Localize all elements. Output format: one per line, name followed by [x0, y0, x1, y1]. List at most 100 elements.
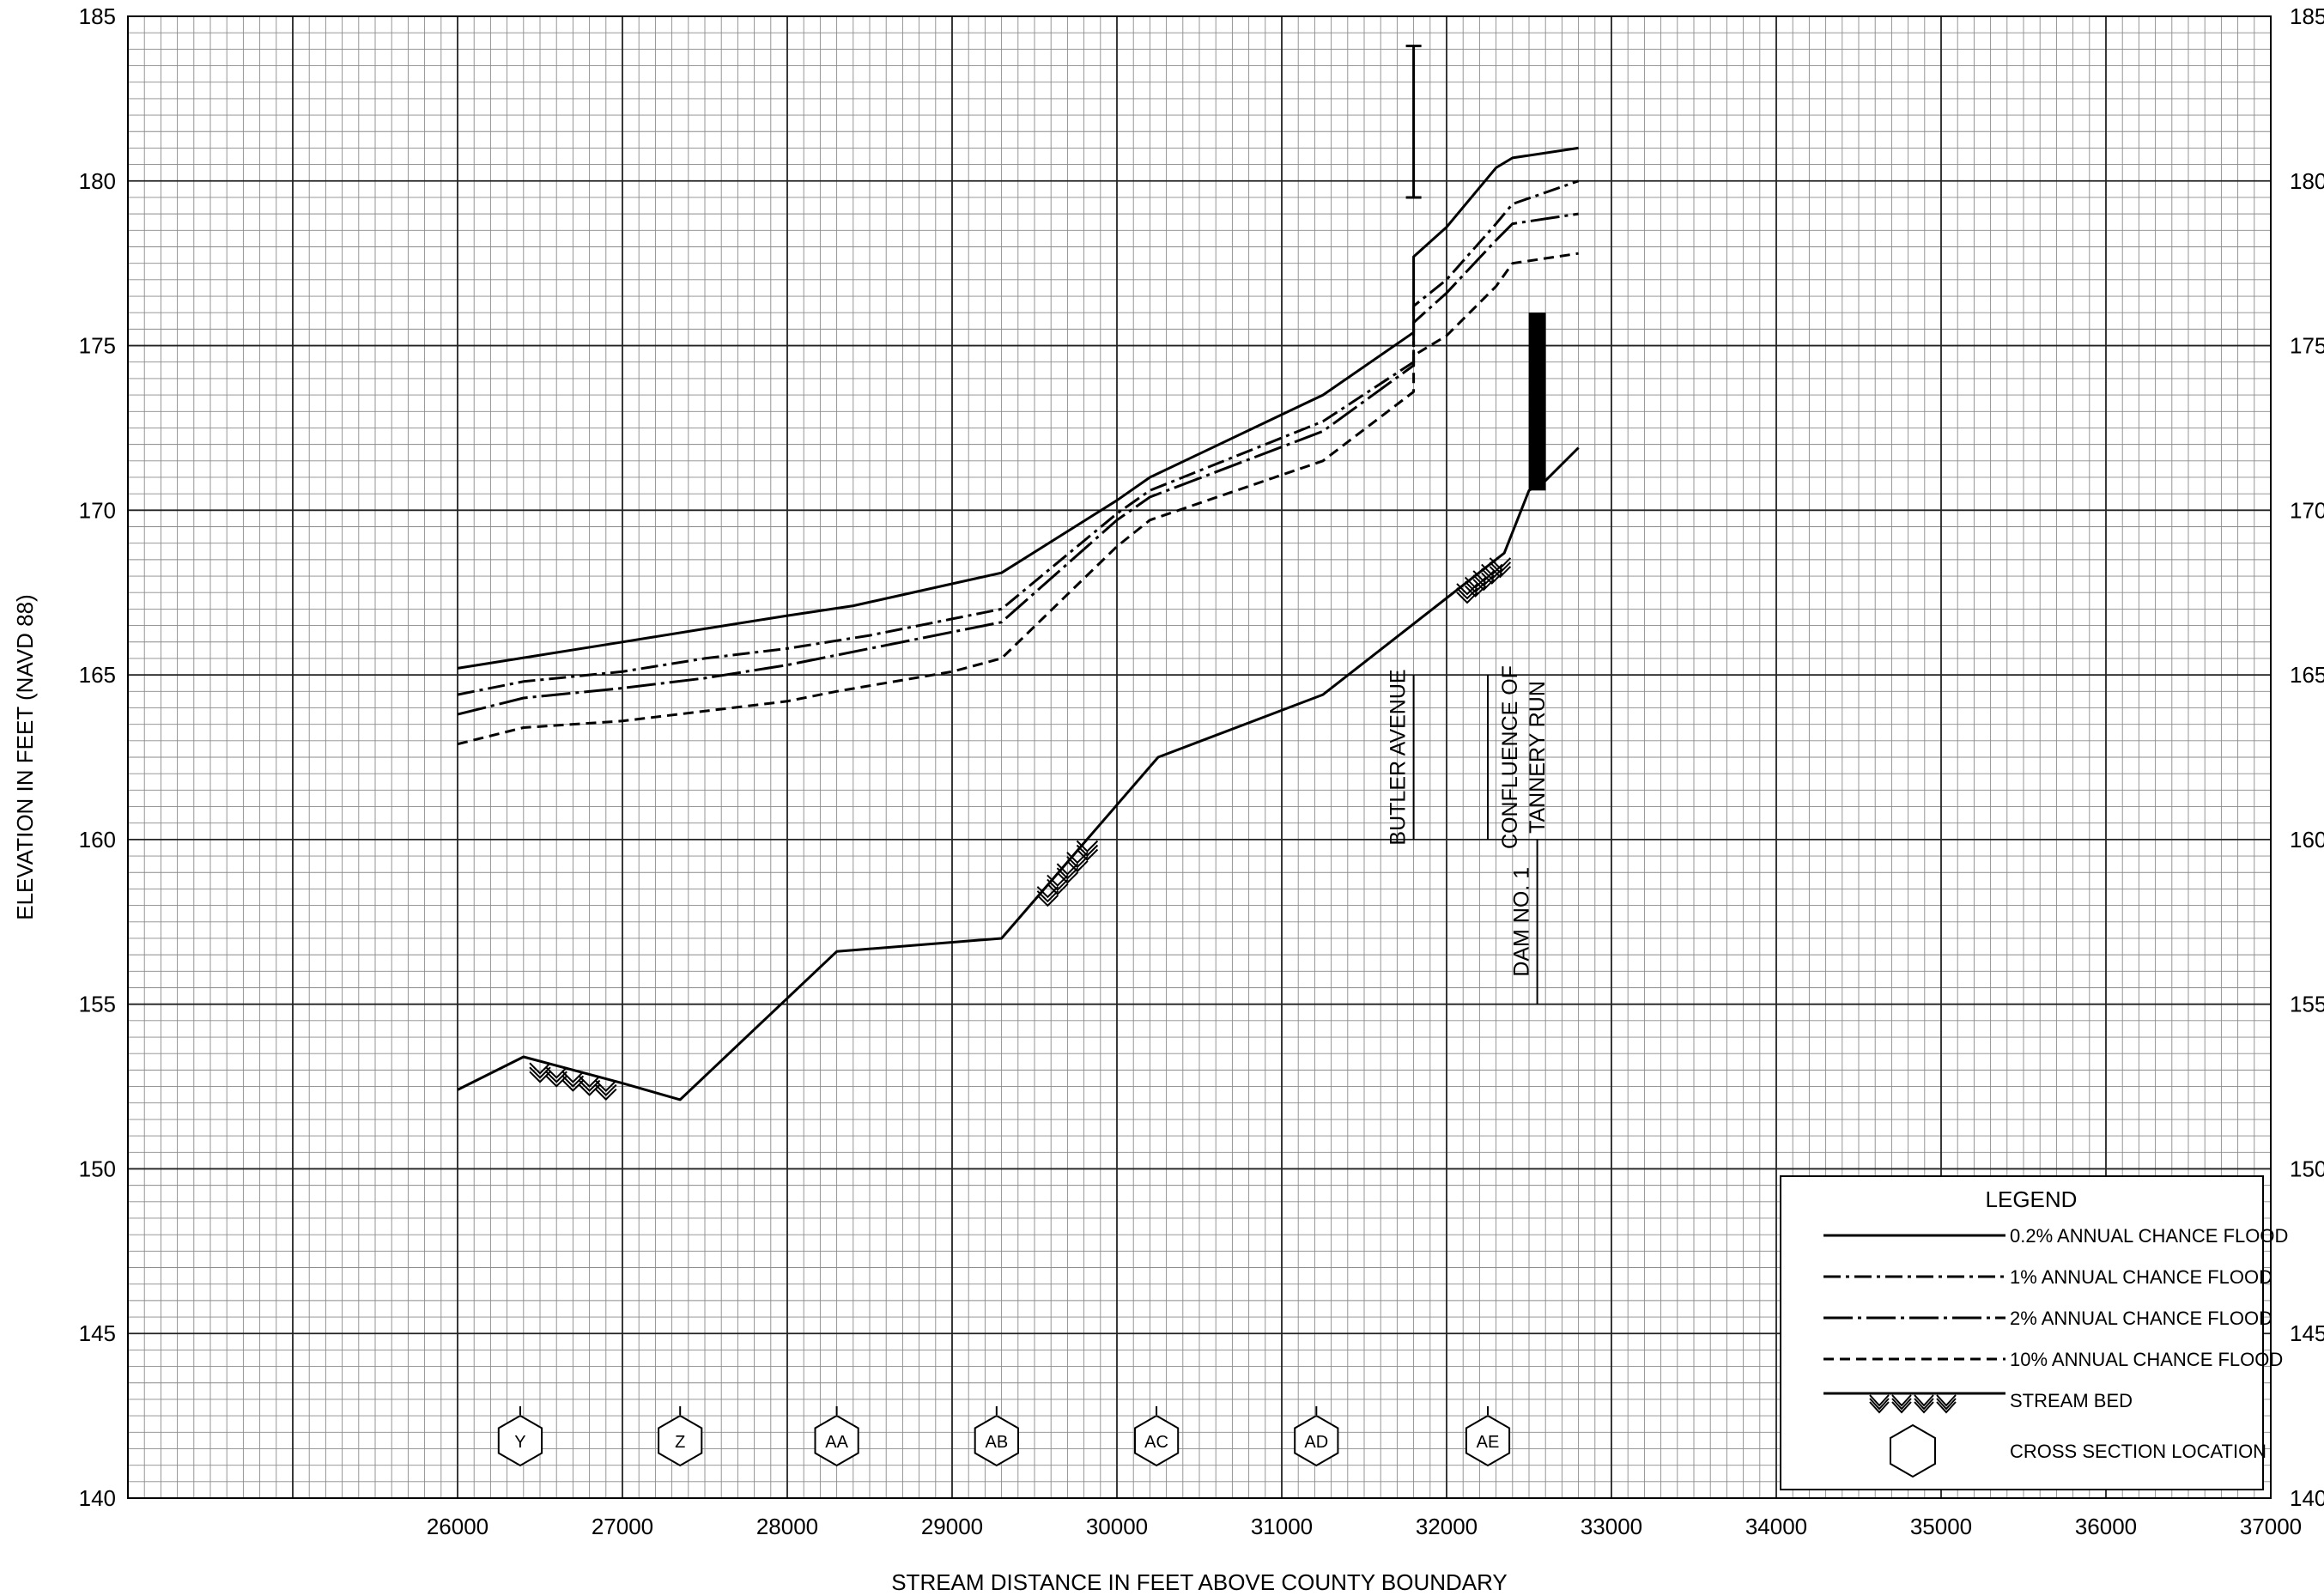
streambed-hatch-0: [529, 1062, 617, 1101]
streambed-hatch-mark: [1076, 844, 1099, 857]
legend-entry-2: 2% ANNUAL CHANCE FLOOD: [1823, 1308, 2272, 1329]
legend-hatch-mark: [1936, 1401, 1957, 1414]
cross-section-markers: Y Z AA AB AC AD AE: [497, 1406, 1511, 1467]
cross-section-label: AC: [1144, 1433, 1168, 1452]
cross-section-label: Y: [514, 1433, 525, 1452]
legend-hatch-mark: [1914, 1401, 1934, 1414]
legend-hatch-mark: [1891, 1398, 1912, 1411]
y-axis-title: ELEVATION IN FEET (NAVD 88): [12, 594, 38, 920]
x-tick-label: 30000: [1086, 1514, 1148, 1539]
streambed-hatch-mark: [1489, 566, 1512, 579]
legend-hatch-mark: [1914, 1398, 1934, 1411]
series-line-0: [457, 146, 1579, 670]
y-tick-label: 165: [79, 662, 116, 688]
y-tick-label-right: 145: [2290, 1320, 2324, 1346]
legend-title: LEGEND: [1986, 1186, 2078, 1212]
cross-section-label: AD: [1304, 1433, 1328, 1452]
y-tick-label-right: 150: [2290, 1156, 2324, 1181]
cross-section-hexagon: [974, 1414, 1019, 1467]
legend-hexagon: [1890, 1423, 1936, 1478]
cross-section-0: Y: [497, 1406, 543, 1467]
plot-border: [127, 15, 2272, 1499]
streambed-hatch-mark: [1036, 895, 1059, 907]
legend-label: STREAM BED: [2010, 1390, 2133, 1411]
y-tick-label: 140: [79, 1485, 116, 1511]
major-grid: [127, 15, 2272, 1499]
x-tick-label: 36000: [2075, 1514, 2137, 1539]
legend-label: 2% ANNUAL CHANCE FLOOD: [2010, 1308, 2272, 1329]
y-tick-label-right: 140: [2290, 1485, 2324, 1511]
x-tick-label: 31000: [1251, 1514, 1313, 1539]
streambed-hatch-mark: [561, 1079, 585, 1092]
x-tick-label: 32000: [1416, 1514, 1478, 1539]
y-tick-label: 170: [79, 497, 116, 523]
legend: LEGEND 0.2% ANNUAL CHANCE FLOOD 1% ANNUAL …: [1780, 1175, 2288, 1490]
cross-section-hexagon: [814, 1414, 859, 1467]
legend-label: 0.2% ANNUAL CHANCE FLOOD: [2010, 1225, 2288, 1247]
streambed-hatch-mark: [1047, 878, 1069, 891]
x-tick-labels: 26000 27000 28000 29000 30000 31000 32000 33000…: [427, 1514, 2302, 1539]
y-tick-label: 175: [79, 333, 116, 359]
streambed-hatch-mark: [1489, 561, 1512, 574]
minor-grid: [128, 16, 2271, 1498]
streambed-hatch-mark: [1056, 867, 1079, 880]
series-line-1: [457, 179, 1580, 696]
streambed-hatch-mark: [1047, 883, 1069, 895]
y-tick-label-right: 180: [2290, 168, 2324, 194]
x-axis-title: STREAM DISTANCE IN FEET ABOVE COUNTY BOU…: [891, 1569, 1508, 1595]
streambed-hatch-mark: [561, 1075, 585, 1088]
legend-label: 1% ANNUAL CHANCE FLOOD: [2010, 1266, 2272, 1288]
streambed-hatch-mark: [1036, 890, 1059, 903]
streambed-hatch-mark: [529, 1071, 551, 1083]
legend-hatch-mark: [1869, 1398, 1890, 1411]
streambed-hatch-mark: [1056, 871, 1079, 884]
series-line-2: [457, 212, 1579, 716]
annotations: BUTLER AVENUE CONFLUENCE OF TANNERY RUN DAM…: [1387, 665, 1550, 1004]
legend-label: CROSS SECTION LOCATION: [2010, 1441, 2266, 1462]
cross-section-hexagon: [497, 1414, 543, 1467]
y-tick-label: 185: [79, 3, 116, 29]
x-tick-label: 37000: [2240, 1514, 2302, 1539]
y-tick-label: 160: [79, 827, 116, 853]
legend-hatch-mark: [1869, 1394, 1890, 1407]
cross-section-4: AC: [1134, 1406, 1180, 1467]
legend-entry-0: 0.2% ANNUAL CHANCE FLOOD: [1823, 1225, 2288, 1247]
y-tick-label: 155: [79, 992, 116, 1017]
y-tick-label-right: 165: [2290, 662, 2324, 688]
streambed-hatch-1: [1036, 840, 1099, 907]
x-tick-label: 35000: [1910, 1514, 1972, 1539]
cross-section-5: AD: [1294, 1406, 1339, 1467]
dam-no-1-label: DAM NO. 1: [1510, 867, 1534, 977]
cross-section-label: AA: [825, 1433, 848, 1452]
x-tick-label: 29000: [921, 1514, 983, 1539]
x-tick-label: 33000: [1581, 1514, 1642, 1539]
legend-entry-5: CROSS SECTION LOCATION: [1890, 1423, 2266, 1478]
cross-section-hexagon: [658, 1414, 703, 1467]
streambed-hatch-mark: [561, 1071, 585, 1083]
legend-hatch-mark: [1936, 1394, 1957, 1407]
cross-section-label: Z: [675, 1433, 685, 1452]
streambed-hatch-mark: [545, 1071, 567, 1083]
streambed-hatch-mark: [545, 1075, 567, 1088]
series-group: [457, 146, 1580, 1101]
cross-section-hexagon: [1134, 1414, 1180, 1467]
cross-section-hexagon: [1294, 1414, 1339, 1467]
cross-section-label: AE: [1477, 1433, 1500, 1452]
y-tick-label-right: 175: [2290, 333, 2324, 359]
y-tick-labels-left: 140 145 150 155 160 165 170 175 180 185: [79, 3, 116, 1511]
streambed-hatch-mark: [578, 1075, 601, 1088]
cross-section-6: AE: [1465, 1406, 1511, 1467]
y-tick-label: 145: [79, 1320, 116, 1346]
legend-hatch-mark: [1891, 1394, 1912, 1407]
legend-box: [1780, 1175, 2264, 1490]
x-tick-label: 27000: [592, 1514, 653, 1539]
y-tick-label-right: 160: [2290, 827, 2324, 853]
y-tick-label-right: 170: [2290, 497, 2324, 523]
series-line-3: [457, 252, 1579, 746]
x-tick-label: 28000: [756, 1514, 818, 1539]
x-tick-label: 26000: [427, 1514, 488, 1539]
cross-section-1: Z: [658, 1406, 703, 1467]
streambed-hatch-mark: [1489, 557, 1512, 570]
legend-hatch-mark: [1869, 1401, 1890, 1414]
